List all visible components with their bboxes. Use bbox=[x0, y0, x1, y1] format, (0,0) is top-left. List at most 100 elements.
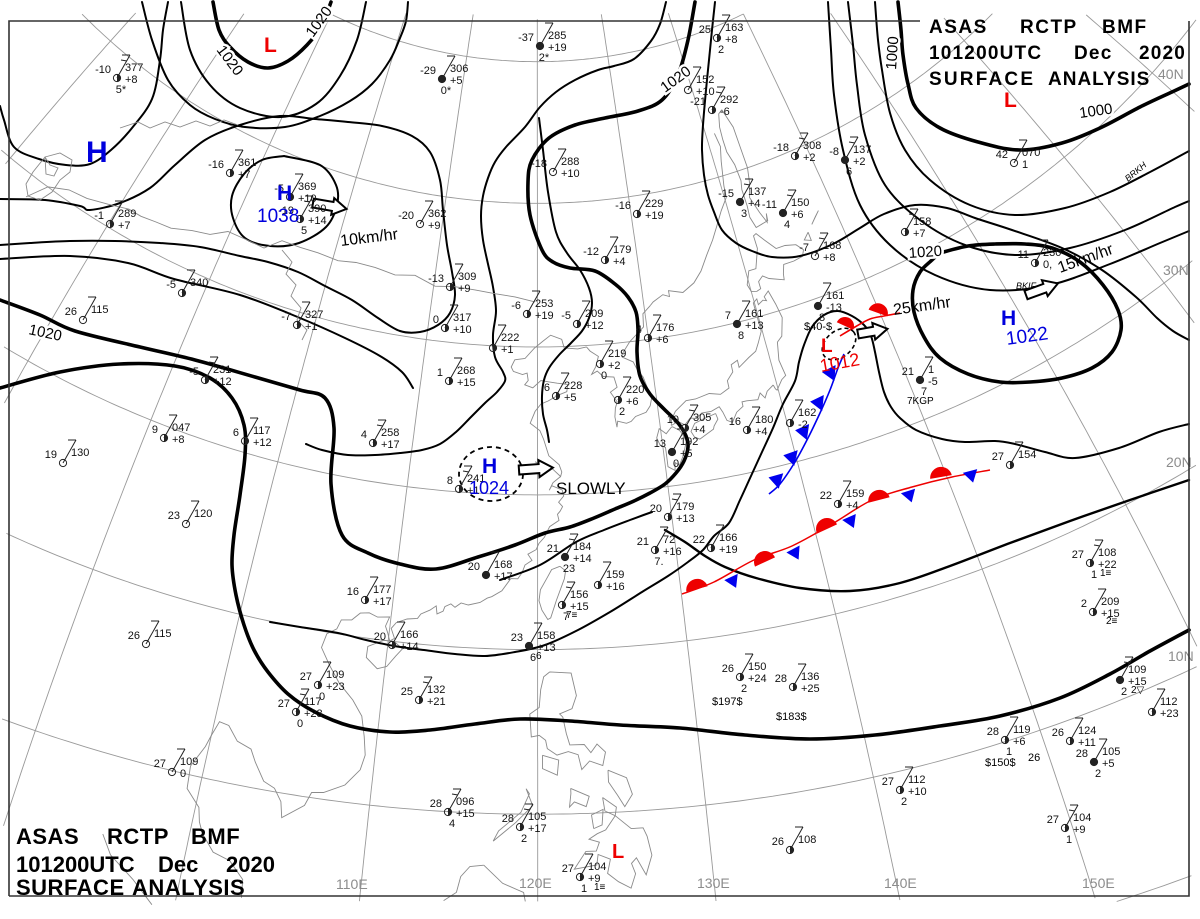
svg-text:+2: +2 bbox=[608, 360, 621, 372]
svg-text:+8: +8 bbox=[725, 34, 738, 46]
svg-text:H: H bbox=[1001, 307, 1016, 330]
svg-text:-10: -10 bbox=[95, 64, 111, 76]
svg-text:+13: +13 bbox=[537, 642, 556, 654]
svg-text:1020: 1020 bbox=[908, 243, 942, 262]
svg-text:-5: -5 bbox=[189, 366, 199, 378]
svg-text:209: 209 bbox=[585, 308, 603, 320]
svg-text:+10: +10 bbox=[696, 86, 715, 98]
svg-text:166: 166 bbox=[400, 629, 418, 641]
svg-text:23: 23 bbox=[168, 510, 180, 522]
svg-text:42: 42 bbox=[996, 149, 1008, 161]
svg-text:27: 27 bbox=[992, 451, 1004, 463]
svg-text:ANALYSIS: ANALYSIS bbox=[1048, 69, 1150, 90]
svg-text:26: 26 bbox=[65, 306, 77, 318]
svg-text:+6: +6 bbox=[791, 209, 804, 221]
svg-text:21: 21 bbox=[902, 366, 914, 378]
svg-text:070: 070 bbox=[1022, 147, 1040, 159]
svg-text:+16: +16 bbox=[606, 581, 625, 593]
svg-text:$150$: $150$ bbox=[985, 757, 1016, 769]
svg-text:1≡: 1≡ bbox=[1100, 568, 1112, 579]
svg-text:130E: 130E bbox=[697, 875, 730, 891]
svg-text:308: 308 bbox=[803, 140, 821, 152]
svg-text:-2: -2 bbox=[798, 419, 808, 431]
svg-text:SLOWLY: SLOWLY bbox=[556, 479, 626, 498]
svg-text:2: 2 bbox=[901, 796, 907, 808]
svg-text:27: 27 bbox=[1047, 814, 1059, 826]
svg-text:H: H bbox=[482, 455, 497, 478]
svg-text:25: 25 bbox=[401, 686, 413, 698]
svg-text:+5: +5 bbox=[450, 75, 463, 87]
svg-text:+5: +5 bbox=[564, 392, 577, 404]
svg-text:10N: 10N bbox=[1168, 648, 1194, 664]
svg-text:4: 4 bbox=[784, 219, 790, 231]
svg-text:362: 362 bbox=[428, 208, 446, 220]
svg-text:101200UTC: 101200UTC bbox=[16, 852, 135, 877]
svg-text:$183$: $183$ bbox=[776, 711, 807, 723]
svg-text:228: 228 bbox=[564, 380, 582, 392]
svg-text:-5: -5 bbox=[928, 376, 938, 388]
svg-text:2: 2 bbox=[1081, 598, 1087, 610]
svg-text:209: 209 bbox=[1101, 596, 1119, 608]
svg-text:1: 1 bbox=[1022, 159, 1028, 171]
svg-text:28: 28 bbox=[502, 813, 514, 825]
svg-text:26: 26 bbox=[772, 836, 784, 848]
svg-text:+19: +19 bbox=[535, 310, 554, 322]
svg-text:-20: -20 bbox=[398, 210, 414, 222]
svg-text:108: 108 bbox=[798, 834, 816, 846]
svg-text:+4: +4 bbox=[755, 426, 768, 438]
svg-text:+7: +7 bbox=[238, 169, 251, 181]
svg-text:+9: +9 bbox=[458, 283, 471, 295]
svg-text:+19: +19 bbox=[719, 544, 738, 556]
svg-text:20: 20 bbox=[468, 561, 480, 573]
svg-text:-5: -5 bbox=[274, 183, 284, 195]
svg-text:176: 176 bbox=[656, 322, 674, 334]
svg-text:H: H bbox=[86, 136, 108, 169]
svg-text:7.: 7. bbox=[654, 556, 663, 568]
svg-text:1≡: 1≡ bbox=[594, 882, 606, 893]
svg-text:22: 22 bbox=[693, 534, 705, 546]
svg-text:2: 2 bbox=[741, 683, 747, 695]
svg-text:168: 168 bbox=[823, 240, 841, 252]
svg-text:+15: +15 bbox=[456, 808, 475, 820]
svg-text:258: 258 bbox=[381, 427, 399, 439]
svg-text:+9: +9 bbox=[588, 873, 601, 885]
svg-text:241: 241 bbox=[467, 473, 485, 485]
svg-text:+1: +1 bbox=[305, 321, 318, 333]
svg-text:-7: -7 bbox=[281, 311, 291, 323]
svg-text:26: 26 bbox=[128, 630, 140, 642]
svg-text:0: 0 bbox=[180, 768, 186, 780]
svg-text:288: 288 bbox=[561, 156, 579, 168]
svg-text:158: 158 bbox=[913, 216, 931, 228]
svg-text:+19: +19 bbox=[548, 42, 567, 54]
svg-text:+15: +15 bbox=[1101, 608, 1120, 620]
svg-text:+8: +8 bbox=[823, 252, 836, 264]
svg-text:-29: -29 bbox=[420, 65, 436, 77]
svg-text:+4: +4 bbox=[748, 198, 761, 210]
svg-text:220: 220 bbox=[626, 384, 644, 396]
svg-text:0: 0 bbox=[319, 691, 325, 703]
svg-text:285: 285 bbox=[548, 30, 566, 42]
svg-text:179: 179 bbox=[676, 501, 694, 513]
svg-text:327: 327 bbox=[305, 309, 323, 321]
svg-text:6: 6 bbox=[544, 382, 550, 394]
svg-text:-21: -21 bbox=[690, 96, 706, 108]
svg-text:20: 20 bbox=[650, 503, 662, 515]
svg-text:1: 1 bbox=[1006, 746, 1012, 758]
svg-text:+15: +15 bbox=[457, 377, 476, 389]
svg-text:230: 230 bbox=[1043, 247, 1061, 259]
svg-text:28: 28 bbox=[987, 726, 999, 738]
svg-text:-5: -5 bbox=[561, 310, 571, 322]
svg-text:L: L bbox=[612, 841, 624, 863]
svg-text:105: 105 bbox=[1102, 746, 1120, 758]
svg-text:-11: -11 bbox=[762, 199, 777, 211]
svg-text:+14: +14 bbox=[573, 553, 592, 565]
svg-text:+7: +7 bbox=[913, 228, 926, 240]
svg-text:+8: +8 bbox=[125, 74, 138, 86]
svg-text:21: 21 bbox=[547, 543, 559, 555]
svg-text:177: 177 bbox=[373, 584, 391, 596]
svg-text:28: 28 bbox=[430, 798, 442, 810]
svg-text:159: 159 bbox=[846, 488, 864, 500]
svg-text:+10: +10 bbox=[561, 168, 580, 180]
svg-text:-12: -12 bbox=[583, 246, 599, 258]
svg-text:+10: +10 bbox=[908, 786, 927, 798]
